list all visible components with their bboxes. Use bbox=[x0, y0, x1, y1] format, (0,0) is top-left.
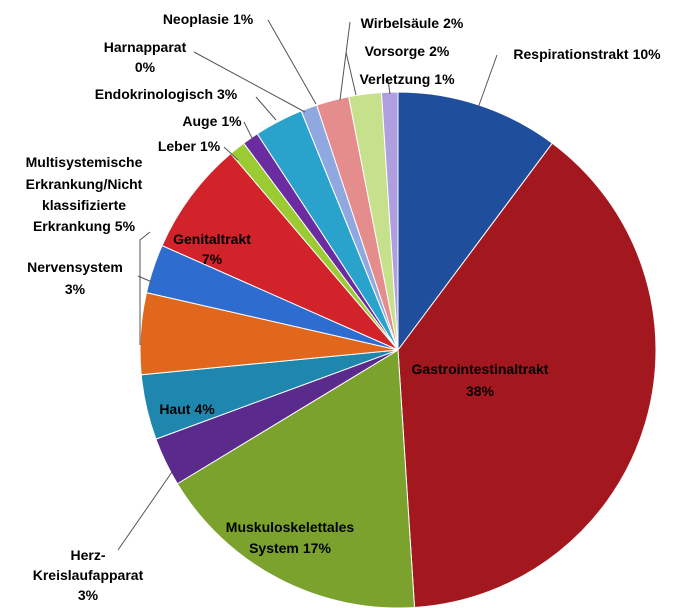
slice-label: Leber 1% bbox=[158, 138, 221, 154]
category-text: Muskuloskelettales bbox=[226, 519, 355, 535]
category-text: Endokrinologisch bbox=[95, 86, 213, 102]
value-label: 17% bbox=[303, 540, 332, 556]
leader-line bbox=[255, 96, 277, 121]
slice-label: Auge 1% bbox=[182, 113, 242, 129]
value-label: 7% bbox=[202, 251, 223, 267]
value-label: 1% bbox=[221, 113, 242, 129]
slice-label: Verletzung 1% bbox=[359, 71, 455, 87]
category-text: klassifizierte bbox=[42, 197, 126, 213]
category-text: Herz- bbox=[70, 547, 105, 563]
slice-label: Herz- Kreislaufapparat 3% bbox=[33, 547, 144, 603]
value-label: 4% bbox=[194, 401, 215, 417]
category-text: Verletzung bbox=[359, 71, 430, 87]
leader-line bbox=[267, 19, 317, 105]
category-text: Neoplasie bbox=[163, 11, 229, 27]
value-label: 5% bbox=[115, 218, 136, 234]
category-text: Wirbelsäule bbox=[361, 15, 440, 31]
slice-label: Endokrinologisch 3% bbox=[95, 86, 238, 102]
slice-label: Gastrointestinaltrakt 38% bbox=[412, 361, 549, 399]
category-text: Genitaltrakt bbox=[173, 231, 251, 247]
leader-line bbox=[387, 79, 391, 95]
slice-label: Wirbelsäule 2% bbox=[361, 15, 464, 31]
value-label: 1% bbox=[434, 71, 455, 87]
leader-line bbox=[139, 231, 151, 345]
slice-label: Genitaltrakt 7% bbox=[173, 231, 251, 267]
category-text: Respirationstrakt bbox=[513, 46, 628, 62]
category-text: Auge bbox=[182, 113, 217, 129]
category-text: System bbox=[249, 540, 299, 556]
slice-label: Nervensystem 3% bbox=[27, 259, 123, 297]
slice-label: Haut 4% bbox=[159, 401, 215, 417]
slice-label: Harnapparat 0% bbox=[104, 39, 187, 75]
slice-label: Respirationstrakt 10% bbox=[513, 46, 661, 62]
value-label: 3% bbox=[217, 86, 238, 102]
leader-line bbox=[193, 51, 306, 113]
leader-line bbox=[339, 21, 351, 101]
leader-line bbox=[243, 121, 254, 141]
category-text: Gastrointestinaltrakt bbox=[412, 361, 549, 377]
pie-slice bbox=[161, 152, 399, 351]
category-text: Nervensystem bbox=[27, 259, 123, 275]
value-label: 1% bbox=[233, 11, 254, 27]
slice-label: Multisystemische Erkrankung/Nicht klassifi… bbox=[26, 154, 143, 234]
category-text: Kreislaufapparat bbox=[33, 567, 144, 583]
slice-label: Muskuloskelettales System 17% bbox=[226, 519, 355, 556]
category-text: Erkrankung bbox=[33, 218, 111, 234]
category-text: Erkrankung/Nicht bbox=[26, 176, 143, 192]
pie-slice bbox=[397, 142, 657, 608]
value-label: 3% bbox=[65, 281, 86, 297]
value-label: 2% bbox=[429, 43, 450, 59]
value-label: 3% bbox=[78, 587, 99, 603]
value-label: 0% bbox=[135, 59, 156, 75]
leader-line bbox=[137, 275, 153, 283]
category-text: Haut bbox=[159, 401, 190, 417]
value-label: 2% bbox=[443, 15, 464, 31]
value-label: 1% bbox=[200, 138, 221, 154]
value-label: 38% bbox=[466, 383, 495, 399]
slice-label: Vorsorge 2% bbox=[365, 43, 450, 59]
value-label: 10% bbox=[633, 46, 662, 62]
category-text: Leber bbox=[158, 138, 197, 154]
leader-line bbox=[223, 146, 239, 161]
leader-line bbox=[117, 471, 173, 551]
category-text: Vorsorge bbox=[365, 43, 426, 59]
leader-line bbox=[477, 54, 498, 109]
category-text: Multisystemische bbox=[26, 154, 143, 170]
slice-label: Neoplasie 1% bbox=[163, 11, 254, 27]
leader-line bbox=[345, 51, 357, 96]
category-text: Harnapparat bbox=[104, 39, 187, 55]
